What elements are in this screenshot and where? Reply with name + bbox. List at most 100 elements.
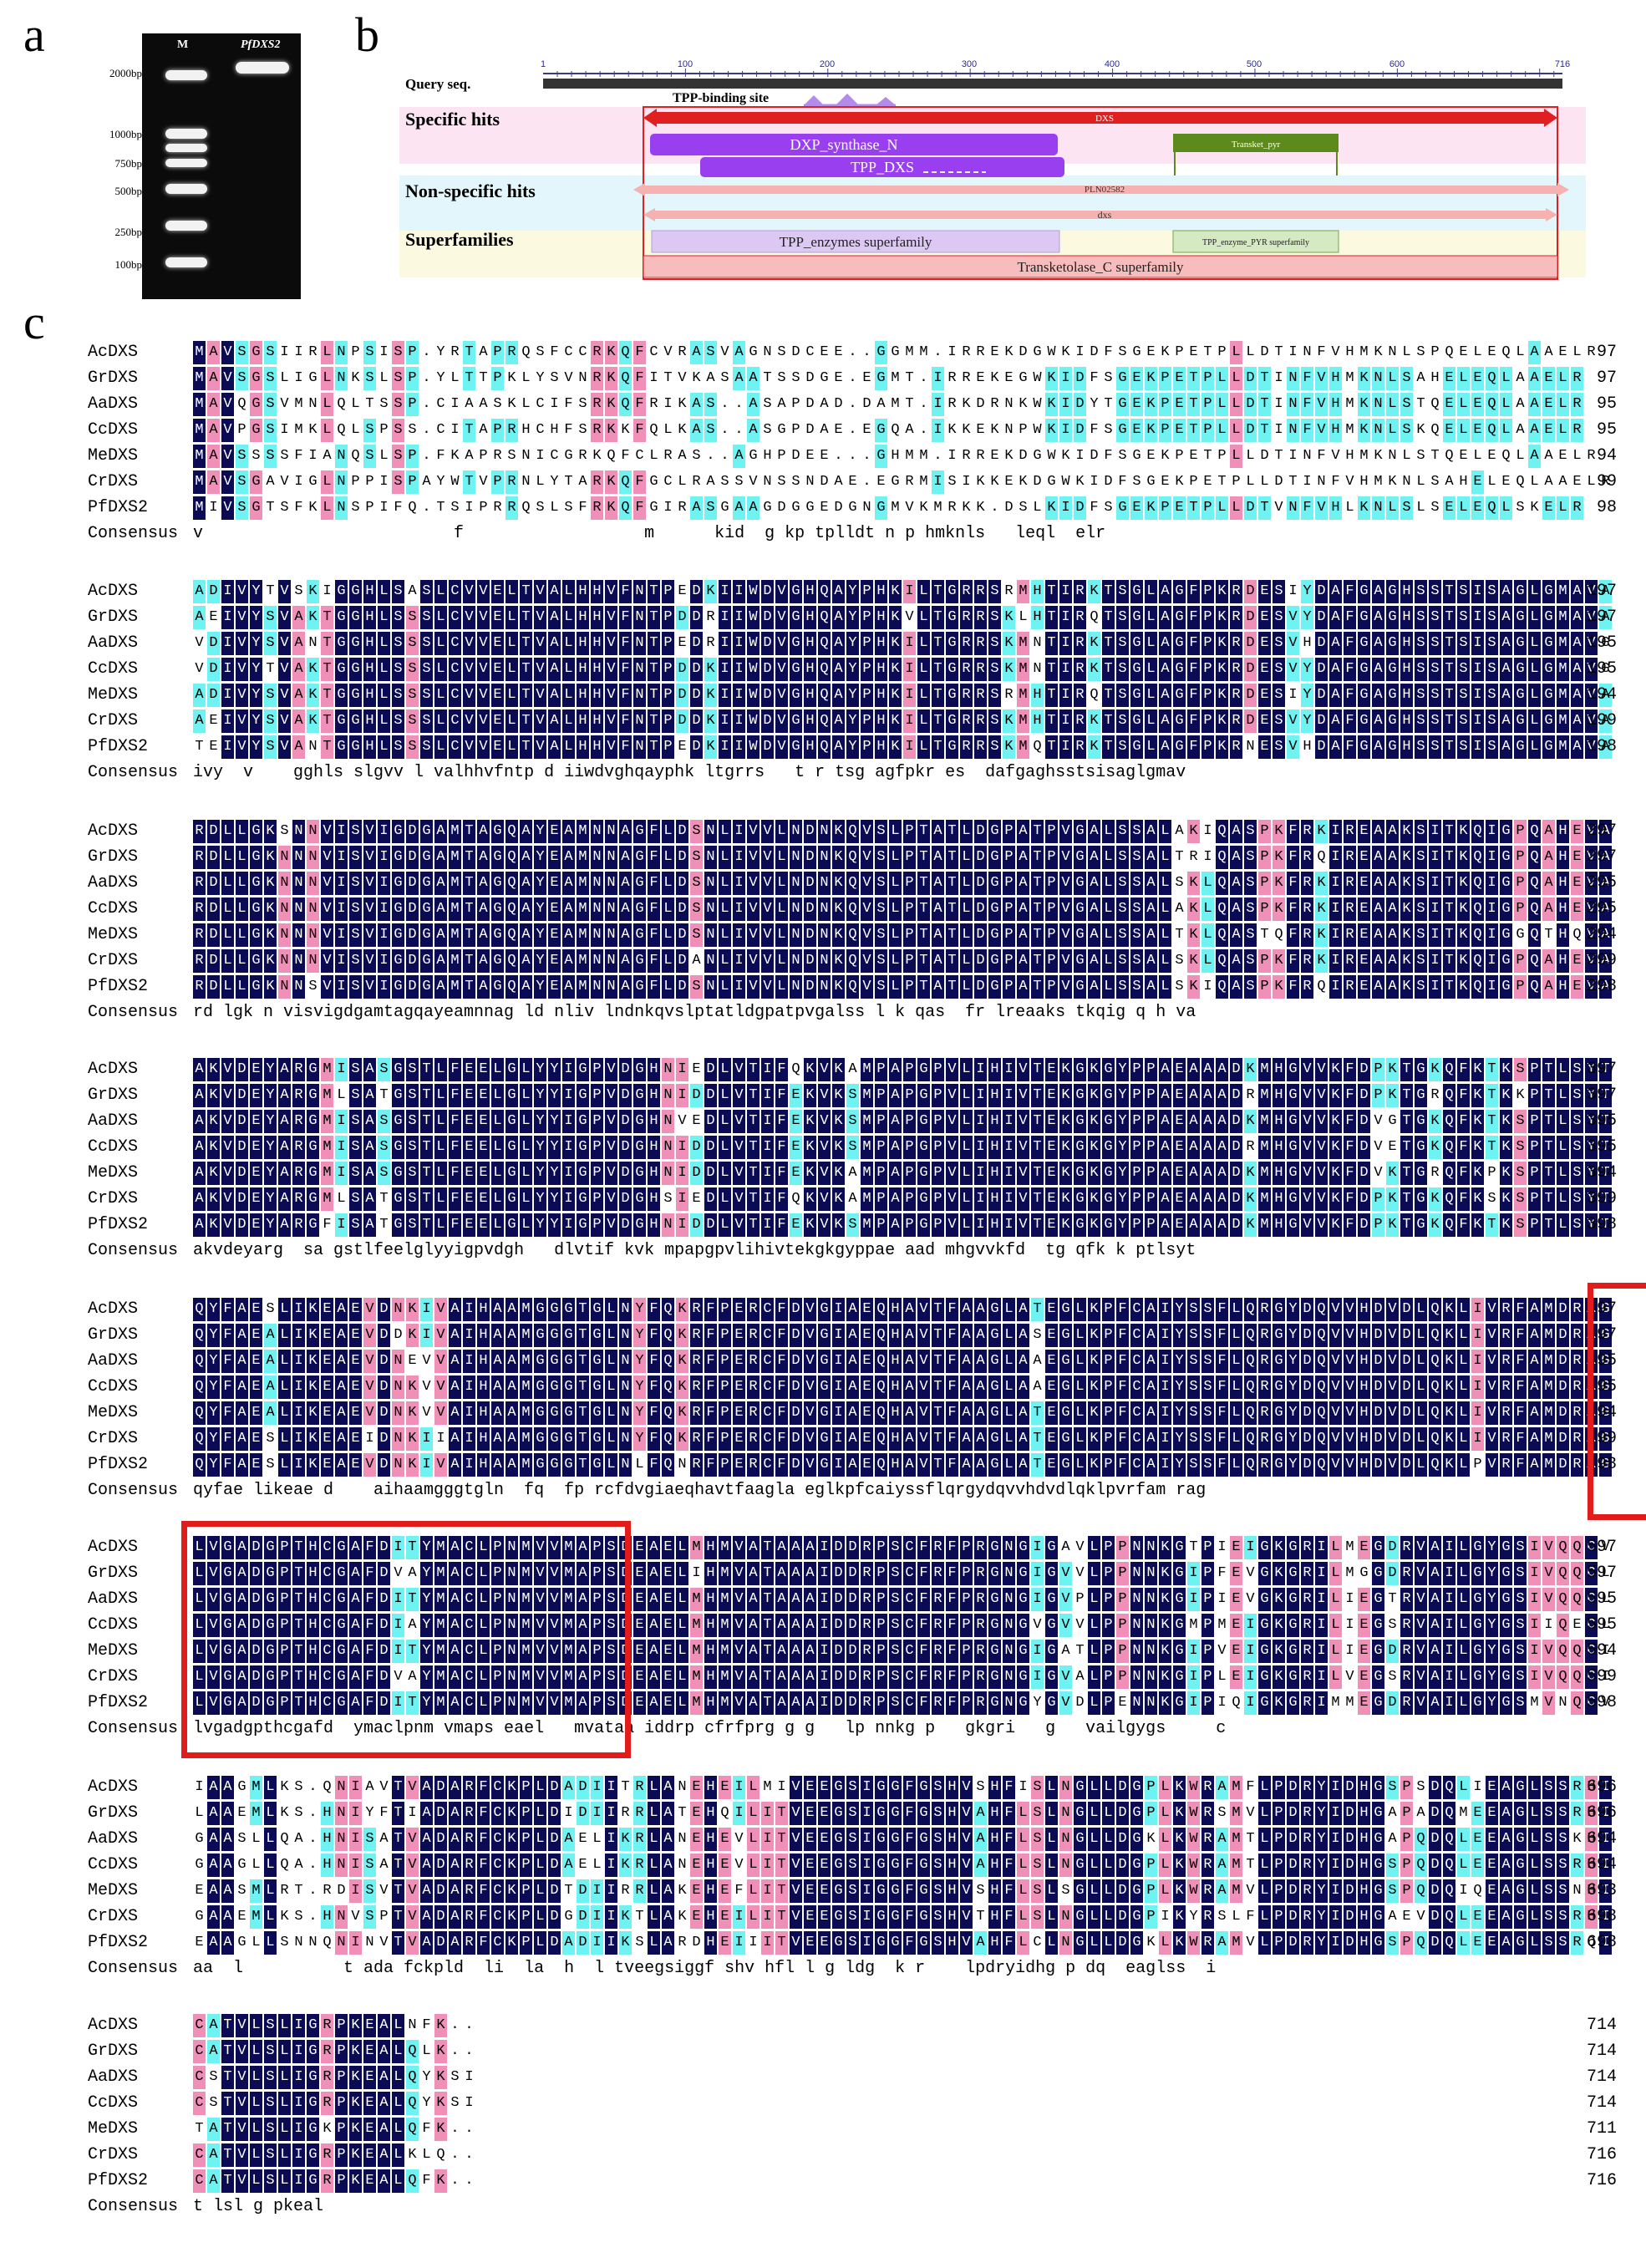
residue: D	[790, 1427, 802, 1451]
residue: G	[1130, 580, 1143, 603]
residue: T	[463, 820, 475, 843]
residue: F	[1514, 1401, 1527, 1425]
residue: G	[1514, 632, 1527, 655]
residue: S	[378, 1110, 390, 1133]
residue: I	[1187, 1562, 1200, 1585]
residue: K	[1244, 1110, 1257, 1133]
residue: F	[394, 500, 403, 516]
residue: A	[648, 1640, 660, 1663]
residue: F	[903, 1802, 916, 1825]
residue: I	[1203, 979, 1212, 994]
residue: G	[988, 820, 1001, 843]
residue: L	[747, 1879, 759, 1903]
residue: A	[207, 1776, 220, 1799]
residue: G	[1059, 1401, 1072, 1425]
residue: L	[1145, 709, 1157, 733]
residue: A	[1145, 1376, 1157, 1399]
residue: E	[1542, 496, 1555, 520]
residue: Q	[1216, 975, 1228, 999]
residue: G	[1287, 1665, 1299, 1689]
residue: S	[294, 583, 303, 599]
residue: G	[1102, 1213, 1115, 1237]
residue: A	[932, 975, 944, 999]
residue: L	[1159, 923, 1171, 947]
residue: N	[1130, 1536, 1143, 1559]
residue: I	[1471, 606, 1484, 629]
residue: V	[534, 606, 546, 629]
residue: I	[1429, 846, 1441, 869]
residue: G	[988, 1665, 1001, 1689]
residue: I	[649, 370, 658, 386]
residue: S	[1415, 684, 1427, 707]
residue: Q	[280, 1831, 289, 1847]
residue: G	[1372, 1614, 1384, 1637]
residue: G	[946, 632, 958, 655]
residue: T	[1400, 1162, 1413, 1185]
residue: K	[1572, 1831, 1582, 1847]
residue: K	[676, 1376, 688, 1399]
residue: I	[463, 1350, 475, 1373]
residue: V	[321, 949, 333, 973]
residue: L	[1017, 1854, 1029, 1877]
residue: T	[761, 1536, 774, 1559]
residue: G	[392, 923, 404, 947]
residue: G	[917, 1854, 930, 1877]
residue: T	[420, 1058, 433, 1081]
residue: Q	[1445, 448, 1454, 464]
residue: D	[1372, 1350, 1384, 1373]
residue: Y	[846, 632, 859, 655]
residue: K	[592, 448, 602, 464]
residue: I	[903, 580, 916, 603]
residue: Q	[1244, 1298, 1257, 1321]
sequence-name: CrDXS	[88, 1189, 139, 1208]
residue: T	[917, 975, 930, 999]
residue: S	[406, 1110, 419, 1133]
residue: P	[1514, 949, 1527, 973]
residue: E	[321, 1324, 333, 1347]
residue: E	[1358, 1588, 1370, 1611]
residue: I	[420, 1453, 433, 1477]
residue: V	[221, 1058, 234, 1081]
residue: L	[562, 709, 575, 733]
residue: L	[747, 1776, 759, 1799]
residue: G	[250, 898, 262, 921]
residue: V	[1287, 632, 1299, 655]
residue: K	[1500, 1084, 1512, 1107]
residue: T	[946, 923, 958, 947]
residue: V	[221, 445, 234, 468]
residue: F	[1216, 1427, 1228, 1451]
residue: T	[1102, 606, 1115, 629]
residue: F	[1344, 580, 1356, 603]
residue: G	[820, 370, 829, 386]
residue: G	[335, 632, 348, 655]
residue: I	[733, 846, 745, 869]
residue: P	[903, 1058, 916, 1081]
residue: Y	[534, 923, 546, 947]
residue: Y	[420, 1562, 433, 1585]
residue: H	[1557, 872, 1569, 895]
residue: P	[719, 1298, 731, 1321]
residue: A	[747, 1665, 759, 1689]
residue: P	[1159, 393, 1171, 416]
residue: I	[562, 1136, 575, 1159]
residue: C	[321, 1665, 333, 1689]
residue: E	[1045, 1376, 1058, 1399]
residue: V	[1301, 1110, 1313, 1133]
residue: K	[1273, 1562, 1285, 1585]
residue: K	[406, 1376, 419, 1399]
residue: Q	[846, 949, 859, 973]
residue: I	[1159, 1298, 1171, 1321]
residue: E	[477, 1110, 490, 1133]
residue: I	[463, 1401, 475, 1425]
residue: S	[1457, 684, 1470, 707]
residue: G	[875, 445, 887, 468]
residue: G	[221, 1665, 234, 1689]
residue: G	[1173, 709, 1186, 733]
residue: E	[1571, 949, 1583, 973]
residue: R	[591, 470, 603, 494]
residue: T	[1031, 1162, 1044, 1185]
residue: I	[1244, 1691, 1257, 1715]
residue: A	[1429, 1536, 1441, 1559]
residue: R	[1074, 709, 1086, 733]
residue: V	[1585, 820, 1598, 843]
